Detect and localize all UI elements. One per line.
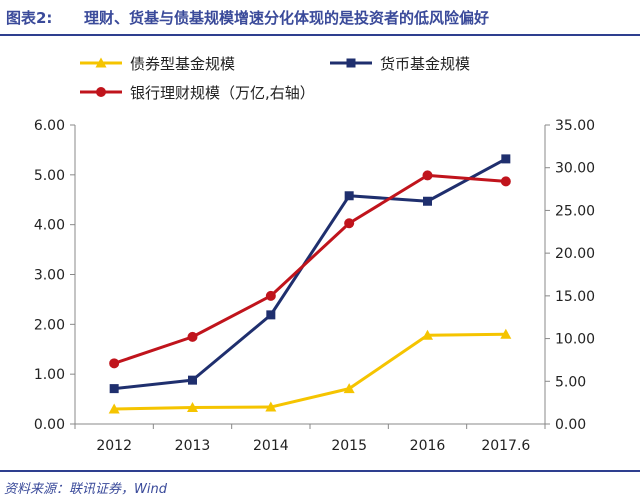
series-line-2 bbox=[114, 157, 507, 391]
legend-label: 银行理财规模（万亿,右轴） bbox=[130, 84, 315, 102]
series-2-point bbox=[188, 375, 197, 385]
series-2-point bbox=[109, 384, 119, 394]
y-left-tick-label: 4.00 bbox=[34, 218, 65, 234]
figure-header: 图表2: 理财、货基与债基规模增速分化体现的是投资者的低风险偏好 bbox=[0, 0, 640, 36]
y-right-tick-label: 20.00 bbox=[555, 246, 595, 262]
figure-title: 理财、货基与债基规模增速分化体现的是投资者的低风险偏好 bbox=[84, 9, 490, 27]
y-left-tick-label: 2.00 bbox=[34, 317, 65, 333]
y-left-tick-label: 0.00 bbox=[34, 417, 65, 433]
series-1-point bbox=[343, 383, 355, 394]
y-left-tick-label: 1.00 bbox=[34, 367, 65, 383]
series-1-point bbox=[265, 401, 277, 412]
series-line-1 bbox=[114, 332, 506, 411]
x-tick-label: 2017.6 bbox=[481, 438, 530, 454]
y-right-tick-label: 5.00 bbox=[555, 374, 586, 390]
series-1-point bbox=[187, 402, 198, 413]
series-1-point bbox=[422, 329, 433, 340]
series-2-point bbox=[423, 196, 432, 206]
legend-swatch-marker bbox=[95, 57, 107, 68]
y-left-tick-label: 5.00 bbox=[34, 168, 65, 184]
series-line-3 bbox=[113, 173, 506, 365]
legend-swatch-marker bbox=[346, 58, 356, 68]
series-3-point bbox=[265, 290, 276, 301]
series-3-point bbox=[187, 331, 198, 342]
series-2-point bbox=[344, 191, 354, 201]
legend-swatch-marker bbox=[96, 87, 106, 97]
source-footer: 资料来源：联讯证券，Wind bbox=[0, 470, 640, 500]
y-left-tick-label: 3.00 bbox=[34, 268, 65, 284]
y-right-tick-label: 0.00 bbox=[555, 417, 586, 433]
y-right-tick-label: 25.00 bbox=[555, 203, 595, 219]
y-right-tick-label: 30.00 bbox=[555, 161, 595, 177]
x-tick-label: 2014 bbox=[253, 438, 289, 454]
series-2-point bbox=[501, 154, 511, 164]
series-3-point bbox=[344, 218, 355, 229]
series-3-point bbox=[109, 358, 120, 369]
line-chart: 0.00 1.00 2.00 3.00 4.00 5.00 6.00 0.00 5.00 10.0… bbox=[34, 55, 595, 454]
series-1-point bbox=[108, 403, 120, 414]
x-tick-label: 2013 bbox=[175, 438, 211, 454]
x-tick-label: 2016 bbox=[410, 438, 446, 454]
series-3-point bbox=[500, 176, 511, 187]
source-note: 资料来源：联讯证券，Wind bbox=[4, 482, 167, 497]
series-3-point bbox=[422, 170, 433, 181]
y-right-tick-label: 10.00 bbox=[555, 332, 595, 348]
x-tick-label: 2012 bbox=[96, 438, 132, 454]
y-left-tick-label: 6.00 bbox=[34, 118, 65, 134]
legend-label: 债券型基金规模 bbox=[130, 55, 235, 73]
x-tick-label: 2015 bbox=[331, 438, 367, 454]
y-right-tick-label: 35.00 bbox=[555, 118, 595, 134]
legend-label: 货币基金规模 bbox=[380, 55, 470, 73]
series-2-point bbox=[266, 310, 276, 320]
series-1-point bbox=[500, 328, 512, 339]
figure-label: 图表2: bbox=[6, 9, 53, 27]
y-right-tick-label: 15.00 bbox=[555, 289, 595, 305]
